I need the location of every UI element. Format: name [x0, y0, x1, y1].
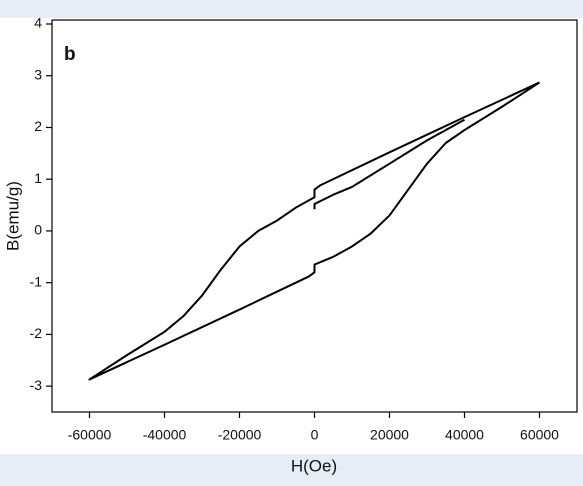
annotation: b — [64, 44, 76, 65]
y-tick-label: 2 — [34, 118, 42, 134]
y-tick-label: 4 — [34, 15, 42, 31]
y-tick-label: 0 — [34, 222, 42, 238]
x-tick-label: -60000 — [68, 427, 112, 443]
y-tick-label: -1 — [30, 273, 43, 289]
y-tick-label: 1 — [34, 170, 42, 186]
x-tick-label: 0 — [311, 427, 319, 443]
chart-background — [0, 18, 583, 454]
x-tick-label: 60000 — [520, 427, 559, 443]
x-tick-label: 20000 — [370, 427, 409, 443]
y-tick-label: -2 — [30, 325, 43, 341]
x-tick-label: 40000 — [445, 427, 484, 443]
y-tick-label: 3 — [34, 66, 42, 82]
x-tick-label: -40000 — [143, 427, 187, 443]
y-axis-title: B(emu/g) — [3, 181, 22, 251]
hysteresis-curve — [88, 81, 541, 381]
y-tick-label: -3 — [30, 377, 43, 393]
x-axis-title: H(Oe) — [291, 456, 337, 475]
x-tick-label: -20000 — [218, 427, 262, 443]
